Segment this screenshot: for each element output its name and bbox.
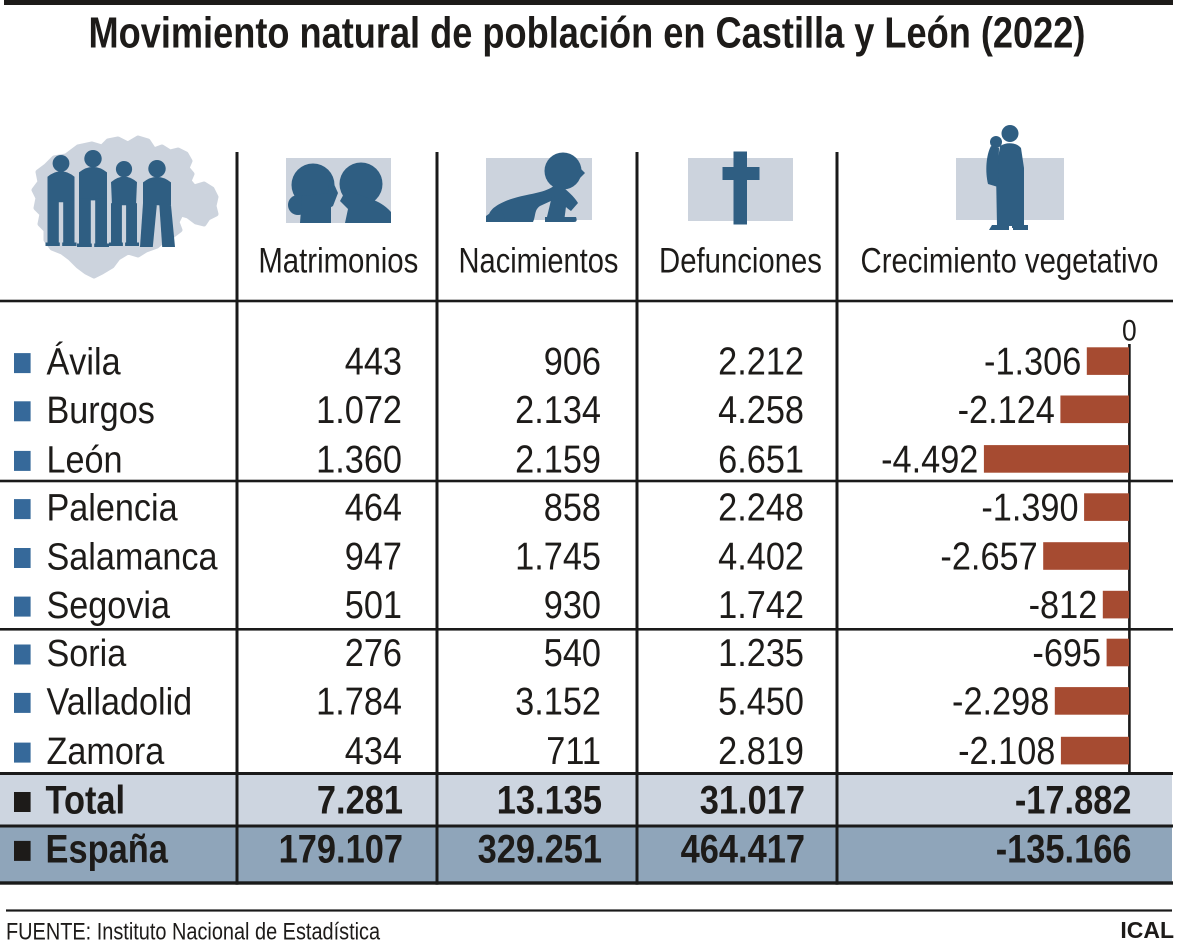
svg-text:0: 0 [1122, 313, 1137, 347]
svg-text:Matrimonios: Matrimonios [258, 241, 418, 280]
svg-text:-17.882: -17.882 [1015, 777, 1132, 822]
svg-text:-2.124: -2.124 [958, 388, 1055, 432]
svg-text:Salamanca: Salamanca [47, 535, 219, 578]
svg-text:6.651: 6.651 [718, 437, 804, 481]
svg-text:276: 276 [345, 631, 402, 675]
svg-text:-4.492: -4.492 [881, 437, 978, 481]
svg-text:13.135: 13.135 [497, 777, 602, 822]
svg-text:1.745: 1.745 [515, 534, 601, 578]
svg-text:540: 540 [544, 631, 601, 675]
svg-text:Defunciones: Defunciones [659, 241, 822, 280]
svg-text:930: 930 [544, 583, 601, 627]
svg-text:Soria: Soria [47, 631, 128, 674]
svg-text:5.450: 5.450 [718, 679, 804, 723]
svg-text:ICAL: ICAL [1120, 917, 1174, 943]
svg-text:-2.108: -2.108 [958, 729, 1055, 773]
svg-text:947: 947 [345, 534, 402, 578]
svg-text:4.402: 4.402 [718, 534, 804, 578]
svg-text:2.134: 2.134 [515, 388, 601, 432]
svg-text:-2.298: -2.298 [952, 679, 1049, 723]
svg-text:1.235: 1.235 [718, 631, 804, 675]
svg-text:Palencia: Palencia [47, 486, 179, 529]
svg-text:2.819: 2.819 [718, 729, 804, 773]
svg-text:464: 464 [345, 486, 402, 530]
svg-text:434: 434 [345, 729, 402, 773]
svg-text:-135.166: -135.166 [996, 826, 1132, 871]
svg-text:7.281: 7.281 [317, 777, 403, 822]
svg-text:179.107: 179.107 [279, 826, 403, 871]
svg-text:-1.306: -1.306 [984, 340, 1081, 384]
svg-text:329.251: 329.251 [478, 826, 602, 871]
svg-text:FUENTE: Instituto Nacional de: FUENTE: Instituto Nacional de Estadístic… [6, 918, 381, 945]
svg-text:Movimiento natural de població: Movimiento natural de población en Casti… [89, 9, 1086, 57]
svg-text:-695: -695 [1032, 631, 1101, 675]
svg-text:Segovia: Segovia [47, 583, 171, 626]
svg-text:1.742: 1.742 [718, 583, 804, 627]
svg-text:443: 443 [345, 340, 402, 384]
svg-text:464.417: 464.417 [681, 826, 805, 871]
svg-text:3.152: 3.152 [515, 679, 601, 723]
svg-text:-2.657: -2.657 [940, 534, 1037, 578]
svg-text:4.258: 4.258 [718, 388, 804, 432]
svg-text:Valladolid: Valladolid [47, 680, 193, 723]
svg-text:906: 906 [544, 340, 601, 384]
svg-text:1.784: 1.784 [316, 679, 402, 723]
svg-text:2.248: 2.248 [718, 486, 804, 530]
svg-text:Zamora: Zamora [47, 729, 166, 772]
svg-text:31.017: 31.017 [700, 777, 805, 822]
svg-text:León: León [47, 438, 123, 481]
svg-text:Crecimiento vegetativo: Crecimiento vegetativo [861, 241, 1159, 280]
svg-text:-812: -812 [1029, 583, 1098, 627]
svg-text:España: España [46, 826, 169, 871]
svg-text:2.212: 2.212 [718, 340, 804, 384]
svg-text:501: 501 [345, 583, 402, 627]
svg-text:-1.390: -1.390 [981, 486, 1078, 530]
svg-text:858: 858 [544, 486, 601, 530]
svg-text:Ávila: Ávila [47, 340, 122, 383]
svg-text:1.072: 1.072 [316, 388, 402, 432]
svg-text:Burgos: Burgos [47, 388, 155, 431]
svg-text:Nacimientos: Nacimientos [459, 241, 619, 280]
svg-text:Total: Total [46, 777, 126, 822]
svg-text:711: 711 [546, 729, 601, 773]
svg-text:2.159: 2.159 [515, 437, 601, 481]
svg-text:1.360: 1.360 [316, 437, 402, 481]
